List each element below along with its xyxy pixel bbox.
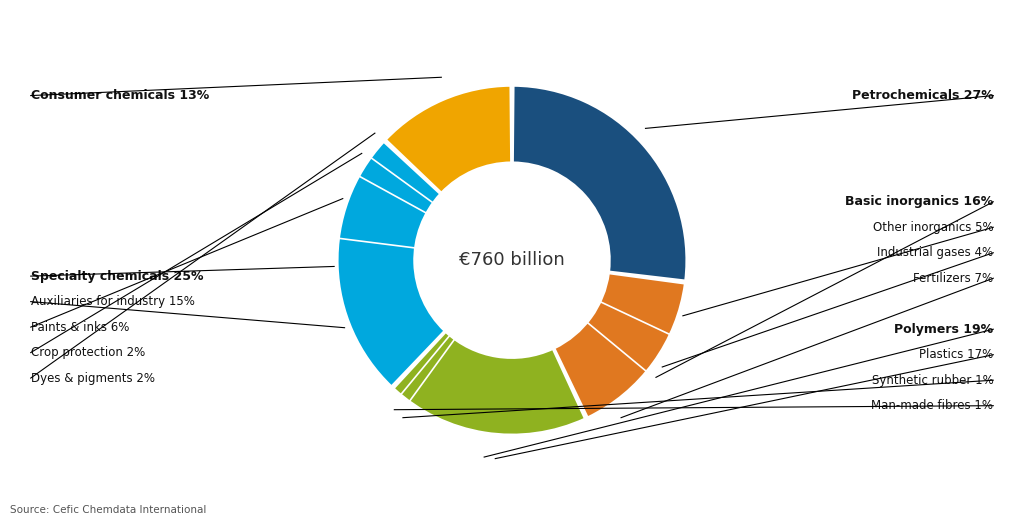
Text: Polymers 19%: Polymers 19% bbox=[894, 323, 993, 336]
Text: Industrial gases 4%: Industrial gases 4% bbox=[878, 246, 993, 259]
Wedge shape bbox=[386, 85, 511, 193]
Wedge shape bbox=[393, 332, 585, 435]
Text: €760 billion: €760 billion bbox=[459, 251, 565, 269]
Wedge shape bbox=[554, 273, 685, 417]
Text: Auxiliaries for industry 15%: Auxiliaries for industry 15% bbox=[31, 295, 195, 308]
Wedge shape bbox=[513, 85, 686, 280]
Text: Man-made fibres 1%: Man-made fibres 1% bbox=[871, 399, 993, 412]
Text: Plastics 17%: Plastics 17% bbox=[919, 348, 993, 361]
Text: Synthetic rubber 1%: Synthetic rubber 1% bbox=[871, 374, 993, 387]
Text: Paints & inks 6%: Paints & inks 6% bbox=[31, 321, 129, 333]
Text: Basic inorganics 16%: Basic inorganics 16% bbox=[845, 195, 993, 208]
Wedge shape bbox=[338, 142, 444, 387]
Text: Specialty chemicals 25%: Specialty chemicals 25% bbox=[31, 270, 203, 282]
Text: Dyes & pigments 2%: Dyes & pigments 2% bbox=[31, 372, 155, 384]
Text: Crop protection 2%: Crop protection 2% bbox=[31, 346, 145, 359]
Text: Source: Cefic Chemdata International: Source: Cefic Chemdata International bbox=[10, 505, 207, 515]
Text: Consumer chemicals 13%: Consumer chemicals 13% bbox=[31, 89, 209, 102]
Text: Other inorganics 5%: Other inorganics 5% bbox=[872, 221, 993, 234]
Text: Petrochemicals 27%: Petrochemicals 27% bbox=[852, 89, 993, 102]
Text: Fertilizers 7%: Fertilizers 7% bbox=[913, 272, 993, 285]
